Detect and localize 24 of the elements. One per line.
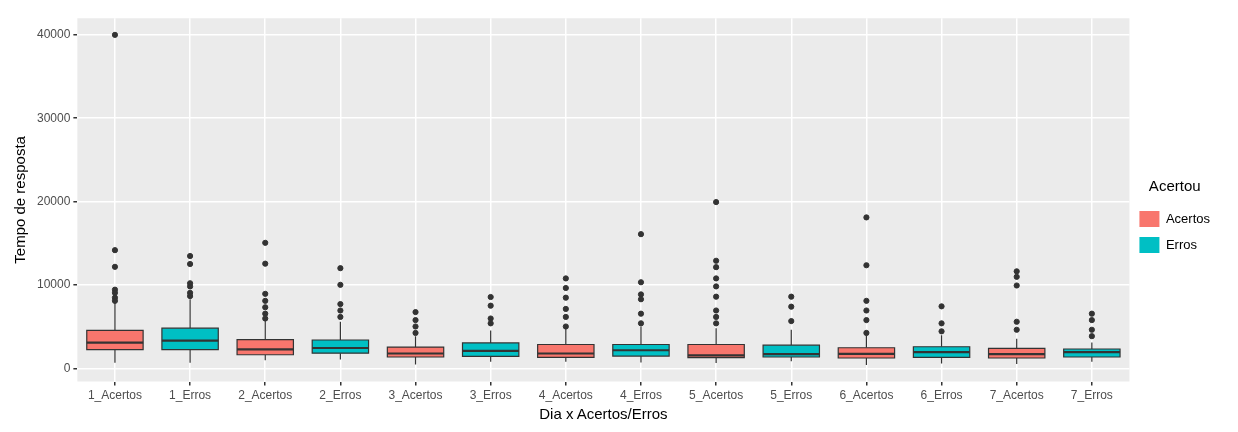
x-tick-label: 7_Acertos — [989, 388, 1044, 403]
x-tick-label: 6_Erros — [920, 388, 963, 403]
y-axis-title: Tempo de resposta — [11, 135, 29, 264]
y-tick-label: 30000 — [36, 110, 71, 125]
x-tick-label: 3_Erros — [469, 388, 512, 403]
x-tick-label: 4_Erros — [619, 388, 662, 403]
x-tick-label: 6_Acertos — [839, 388, 894, 403]
x-tick-label: 7_Erros — [1070, 388, 1113, 403]
legend-label: Erros — [1165, 236, 1198, 252]
x-tick-label: 1_Acertos — [87, 388, 142, 403]
legend-label: Acertos — [1165, 210, 1211, 226]
y-tick-label: 10000 — [36, 277, 71, 292]
y-tick-label: 0 — [63, 360, 71, 375]
x-tick-label: 2_Erros — [319, 388, 362, 403]
legend-title: Acertou — [1148, 176, 1201, 194]
x-tick-label: 2_Acertos — [238, 388, 293, 403]
x-tick-label: 4_Acertos — [538, 388, 593, 403]
x-tick-label: 3_Acertos — [388, 388, 443, 403]
x-axis-title: Dia x Acertos/Erros — [539, 405, 668, 423]
x-tick-label: 5_Erros — [770, 388, 813, 403]
x-tick-label: 1_Erros — [169, 388, 212, 403]
y-tick-label: 20000 — [36, 193, 71, 208]
x-tick-label: 5_Acertos — [689, 388, 744, 403]
y-tick-label: 40000 — [36, 27, 71, 42]
